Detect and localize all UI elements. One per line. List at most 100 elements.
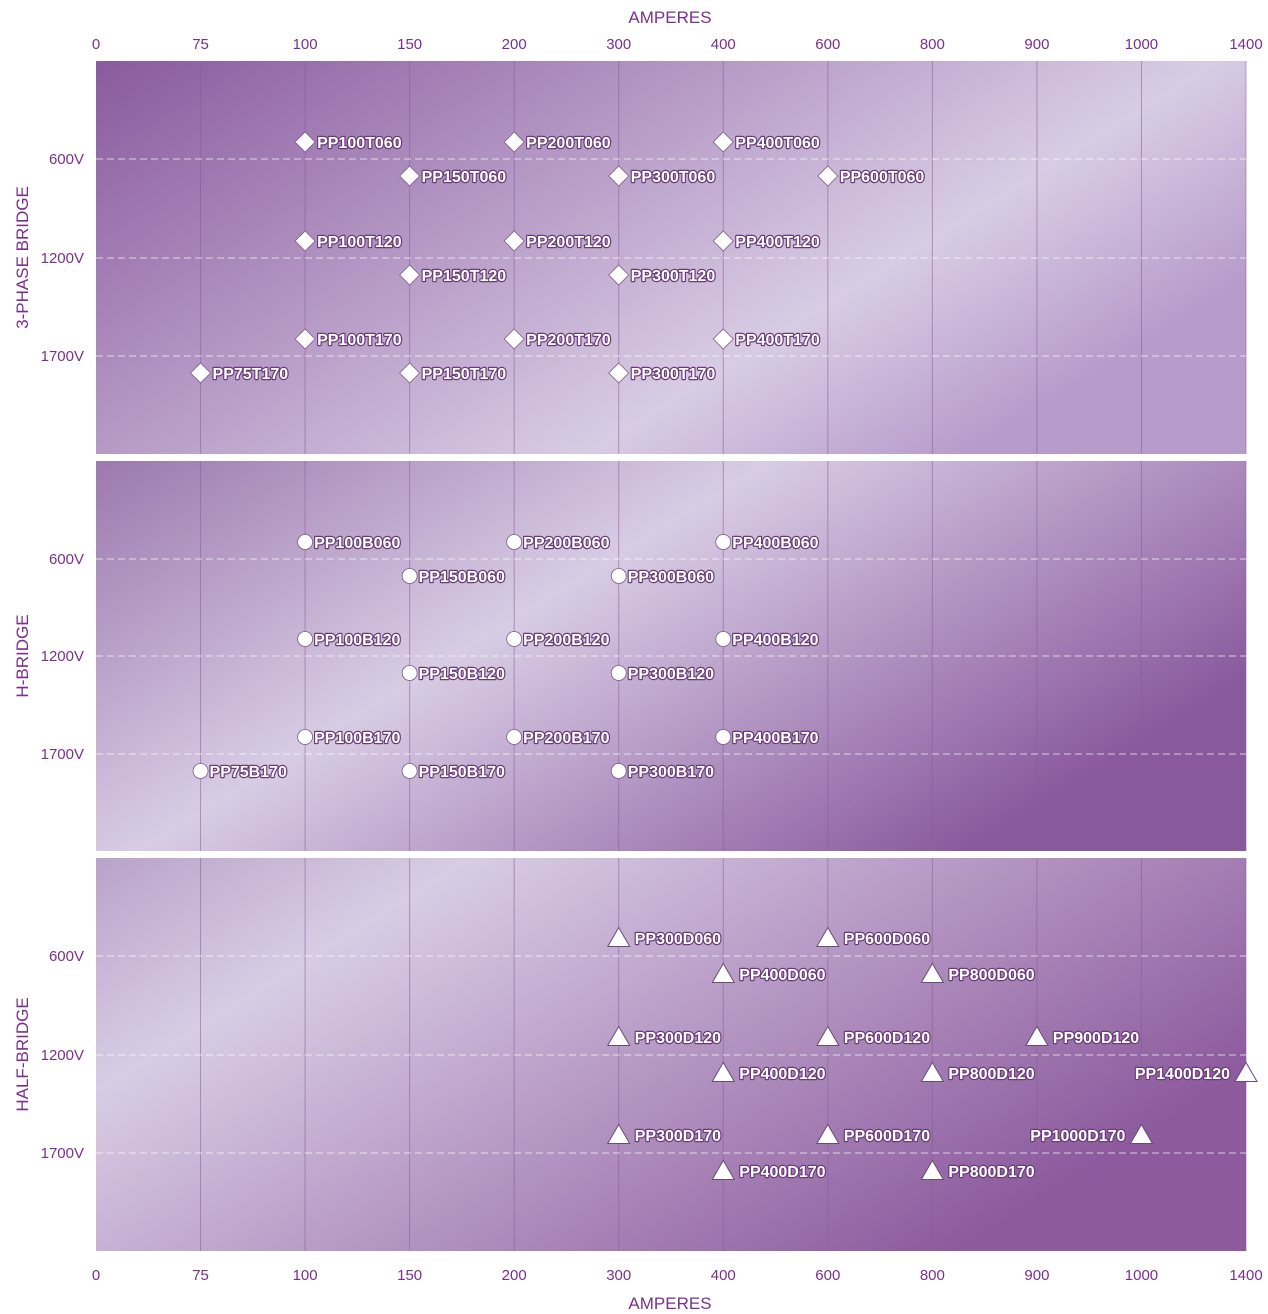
data-point: PP300T170 (608, 362, 717, 384)
data-point-label: PP1000D170 (1030, 1128, 1125, 1145)
data-point-label: PP1400D120 (1135, 1066, 1230, 1083)
voltage-tick-label: 600V (49, 948, 84, 965)
triangle-marker (815, 1123, 840, 1145)
voltage-tick-label: 1200V (41, 1047, 84, 1064)
data-point: PP400T120 (712, 230, 821, 252)
data-point-label: PP900D120 (1053, 1030, 1139, 1047)
data-point-label: PP800D060 (948, 967, 1034, 984)
diamond-marker (712, 230, 734, 252)
data-point: PP400T170 (712, 328, 821, 350)
data-point-label: PP300T170 (631, 366, 716, 383)
data-point-label: PP800D120 (948, 1066, 1034, 1083)
data-point-label: PP100T170 (317, 332, 402, 349)
panel-background (96, 61, 1246, 454)
data-point: PP200B120 (506, 631, 611, 650)
data-point-label: PP600D060 (844, 931, 930, 948)
bottom-x-tick-label: 75 (192, 1267, 209, 1284)
data-point-label: PP300D120 (635, 1030, 721, 1047)
data-point-label: PP600D120 (844, 1030, 930, 1047)
voltage-tick-label: 1200V (41, 648, 84, 665)
triangle-marker (920, 1061, 945, 1083)
data-point: PP100T170 (294, 328, 403, 350)
data-point-label: PP400T060 (735, 135, 820, 152)
circle-marker (401, 665, 418, 681)
triangle-marker (1129, 1123, 1154, 1145)
data-point-label: PP300T120 (631, 268, 716, 285)
data-point: PP300T120 (608, 264, 717, 286)
data-point-label: PP150T170 (422, 366, 507, 383)
data-point-label: PP400B060 (732, 535, 818, 552)
data-point: PP100T120 (294, 230, 403, 252)
diamond-marker (817, 165, 839, 187)
bottom-x-tick-label: 200 (502, 1267, 527, 1284)
data-point: PP200T060 (503, 131, 612, 153)
top-axis-title: AMPERES (628, 8, 711, 27)
panel-background (96, 461, 1246, 851)
data-point: PP75B170 (192, 763, 288, 782)
circle-marker (610, 665, 627, 681)
data-point: PP800D120 (920, 1061, 1036, 1084)
diamond-marker (189, 362, 212, 384)
data-point-label: PP400B120 (732, 632, 818, 649)
data-point: PP400B060 (715, 534, 820, 553)
voltage-tick-label: 1200V (41, 250, 84, 267)
data-point: PP200B060 (506, 534, 611, 553)
triangle-marker (711, 1061, 736, 1083)
triangle-marker (920, 962, 945, 984)
data-point: PP800D060 (920, 962, 1036, 985)
data-point-label: PP150B120 (419, 666, 505, 683)
diamond-marker (608, 165, 630, 187)
data-point: PP800D170 (920, 1159, 1036, 1182)
data-point-label: PP100B060 (314, 535, 400, 552)
diamond-marker (294, 328, 316, 350)
circle-marker (506, 729, 523, 745)
diamond-marker (294, 131, 316, 153)
panel-half-bridge: 600V 1200V 1700V HALF-BRIDGE PP300D060 PP600D… (13, 858, 1258, 1251)
circle-marker (506, 631, 523, 647)
data-point: PP400B120 (715, 631, 820, 650)
bottom-x-tick-label: 800 (920, 1267, 945, 1284)
data-point: PP300D170 (606, 1123, 722, 1146)
diamond-marker (712, 131, 734, 153)
voltage-tick-label: 600V (49, 551, 84, 568)
data-point: PP600D120 (815, 1025, 931, 1048)
data-point-label: PP150B170 (419, 764, 505, 781)
data-point: PP1400D120 (1134, 1061, 1258, 1084)
data-point: PP100B060 (297, 534, 402, 553)
circle-marker (715, 631, 732, 647)
data-point: PP150B060 (401, 568, 506, 587)
bottom-axis-title: AMPERES (628, 1294, 711, 1313)
diamond-marker (399, 362, 421, 384)
triangle-marker (1234, 1061, 1258, 1083)
triangle-marker (815, 1025, 840, 1047)
data-point: PP400T060 (712, 131, 821, 153)
data-point: PP100B170 (297, 729, 402, 748)
diamond-marker (608, 264, 630, 286)
top-x-tick-label: 200 (502, 36, 527, 53)
diamond-marker (503, 328, 525, 350)
bottom-x-tick-label: 150 (397, 1267, 422, 1284)
circle-marker (715, 534, 732, 550)
voltage-tick-label: 600V (49, 151, 84, 168)
data-point-label: PP400T120 (735, 234, 820, 251)
data-point: PP600D170 (815, 1123, 931, 1146)
triangle-marker (606, 926, 631, 948)
data-point-label: PP600T060 (840, 169, 925, 186)
circle-marker (297, 534, 313, 550)
triangle-marker (711, 962, 736, 984)
top-x-tick-label: 1000 (1125, 36, 1158, 53)
circle-marker (610, 763, 627, 779)
triangle-marker (711, 1159, 736, 1181)
top-x-tick-label: 150 (397, 36, 422, 53)
data-point-label: PP400T170 (735, 332, 820, 349)
circle-marker (192, 763, 209, 779)
data-point-label: PP200T120 (526, 234, 611, 251)
bottom-x-tick-label: 400 (711, 1267, 736, 1284)
data-point: PP150B170 (401, 763, 506, 782)
triangle-marker (606, 1025, 631, 1047)
top-x-tick-label: 75 (192, 36, 209, 53)
diamond-marker (399, 165, 421, 187)
data-point-label: PP100B120 (314, 632, 400, 649)
triangle-marker (815, 926, 840, 948)
panel-title: 3-PHASE BRIDGE (13, 186, 32, 329)
